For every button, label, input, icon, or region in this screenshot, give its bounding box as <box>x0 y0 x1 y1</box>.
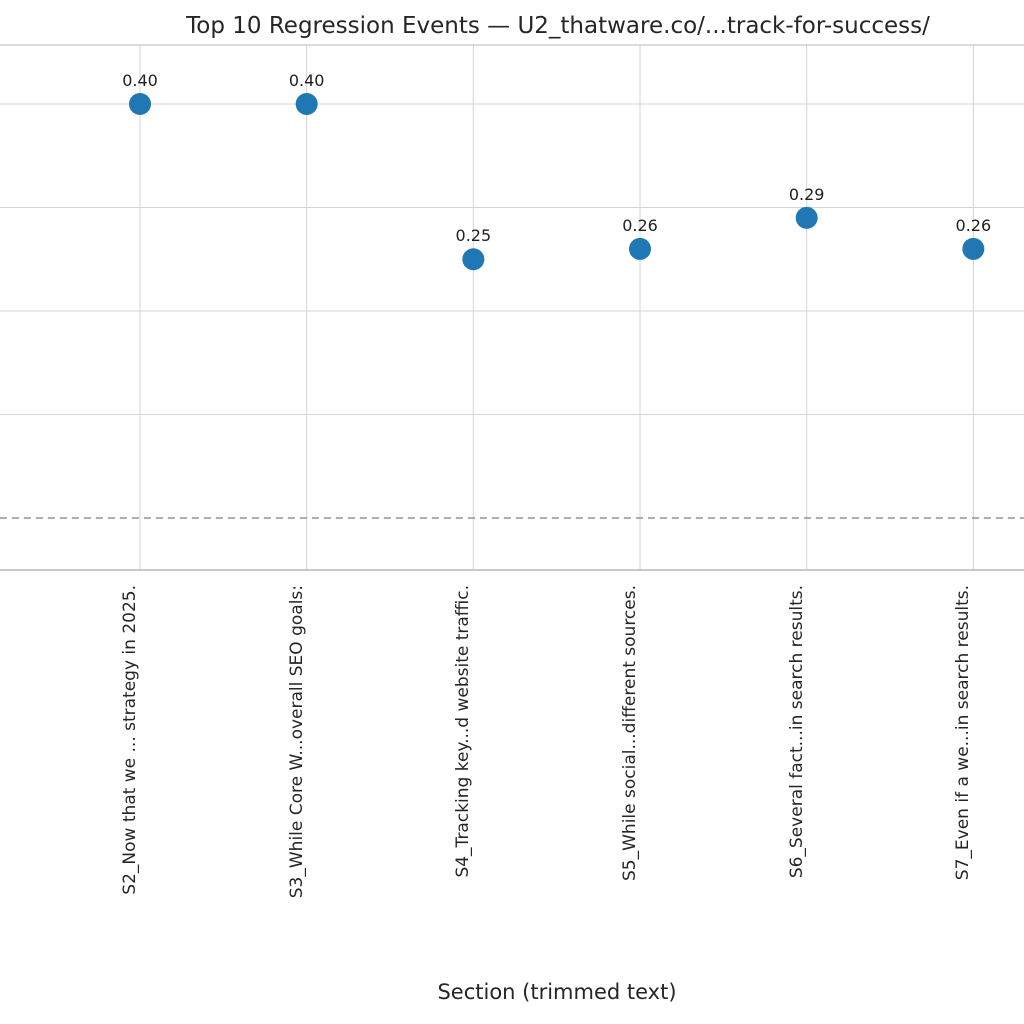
point-value-label: 0.40 <box>122 71 158 90</box>
scatter-point <box>795 206 818 229</box>
chart-title: Top 10 Regression Events — U2_thatware.c… <box>186 13 930 39</box>
x-tick-label: S7_Even if a we...in search results. <box>953 585 974 881</box>
point-value-label: 0.25 <box>455 226 492 246</box>
x-axis-label: Section (trimmed text) <box>437 980 677 1004</box>
point-value-label: 0.29 <box>788 184 825 204</box>
x-tick-label: S2_Now that we ... strategy in 2025. <box>120 585 140 895</box>
scatter-point <box>962 237 985 260</box>
x-tick-label: S5_While social...different sources. <box>620 585 640 881</box>
scatter-point <box>295 93 318 115</box>
x-tick-label: S4_Tracking key...d website traffic. <box>453 585 474 878</box>
x-tick-label: S3_While Core W...overall SEO goals: <box>286 585 307 899</box>
scatter-point <box>462 248 485 271</box>
x-tick-label: S6_Several fact...in search results. <box>786 585 807 879</box>
point-value-label: 0.40 <box>288 71 325 90</box>
point-value-label: 0.26 <box>622 215 658 235</box>
scatter-point <box>629 237 652 260</box>
point-value-label: 0.26 <box>955 215 992 235</box>
scatter-point <box>129 93 151 115</box>
